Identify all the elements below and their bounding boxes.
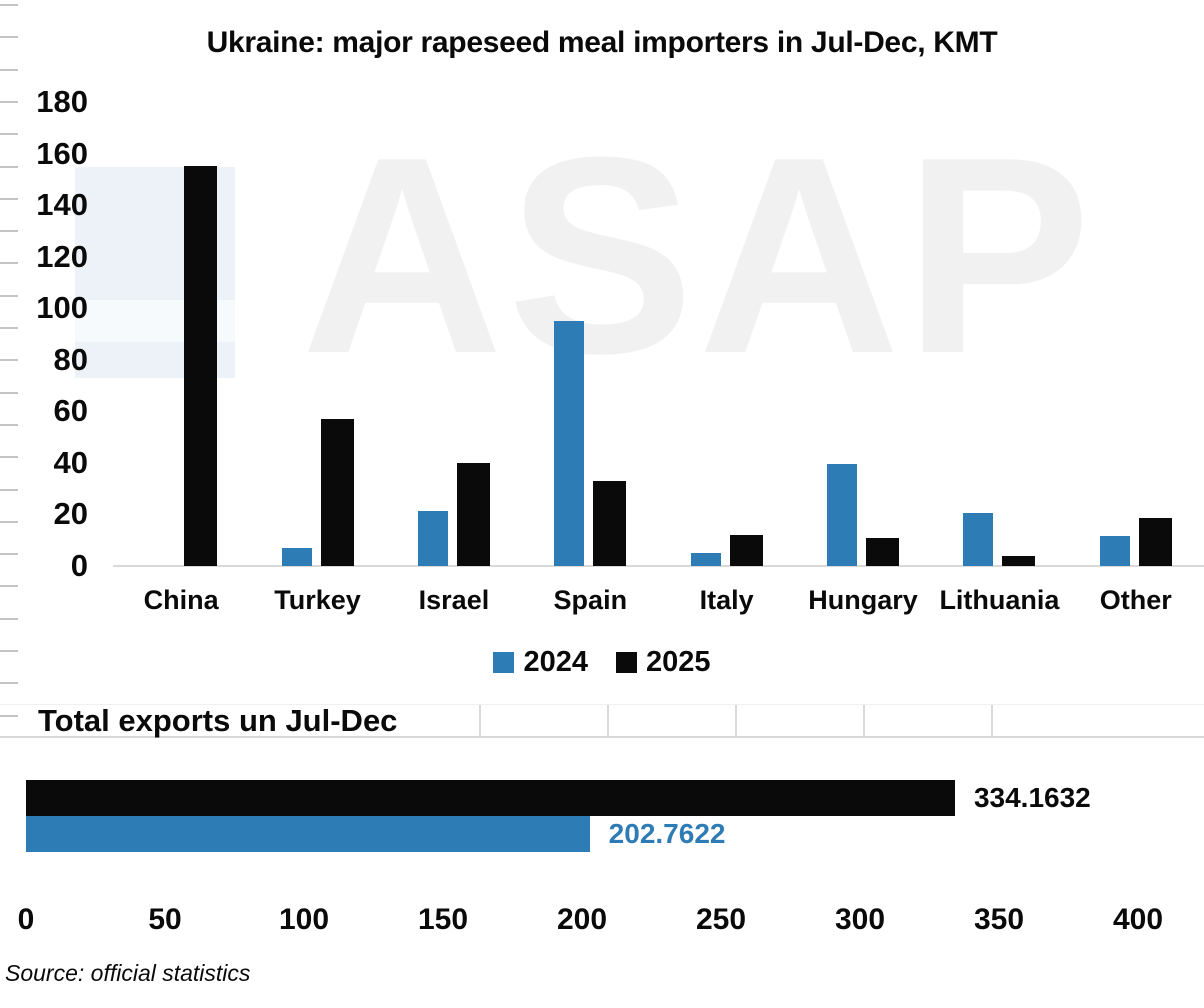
total-bar-2025: [26, 780, 955, 816]
ruler-tick: [0, 294, 18, 297]
bar-spain-2025: [593, 480, 627, 566]
y-axis-label-160: 160: [36, 135, 88, 171]
bar-israel-2025: [456, 462, 490, 566]
ruler-tick: [0, 650, 18, 652]
separator-tick: [479, 705, 481, 737]
ruler-tick: [0, 36, 18, 39]
x-axis-label-spain: Spain: [553, 585, 628, 615]
ruler-tick: [0, 327, 18, 329]
x-axis-tick-label-200: 200: [556, 903, 608, 936]
legend-label-2024: 2024: [523, 645, 588, 678]
ruler-tick: [0, 456, 18, 459]
x-axis-tick-label-0: 0: [17, 903, 35, 936]
y-axis-label-60: 60: [53, 393, 88, 429]
x-axis-tick-label-50: 50: [148, 903, 182, 936]
ruler-tick: [0, 68, 18, 71]
ruler-tick: [0, 714, 18, 717]
x-axis-label-china: China: [143, 585, 219, 615]
bar-italy-2025: [729, 535, 763, 566]
x-axis-label-other: Other: [1099, 585, 1172, 615]
ruler-tick: [0, 488, 18, 491]
total-exports-title: Total exports un Jul-Dec: [38, 703, 398, 738]
ruler-tick: [0, 165, 18, 168]
separator-tick: [735, 705, 737, 737]
ruler-tick: [0, 230, 18, 233]
legend-swatch-2024: [493, 651, 515, 673]
legend-swatch-2025: [616, 651, 637, 673]
x-axis-label-hungary: Hungary: [808, 585, 918, 615]
bar-other-2025: [1138, 518, 1172, 566]
ruler-tick: [0, 617, 18, 620]
legend: 2024 2025: [302, 644, 902, 680]
x-axis-tick-label-350: 350: [973, 903, 1025, 936]
y-axis-label-80: 80: [53, 341, 88, 377]
y-axis-label-20: 20: [53, 496, 88, 532]
ruler-tick: [0, 262, 18, 265]
ruler-tick: [0, 423, 18, 426]
x-axis-label-turkey: Turkey: [274, 585, 361, 615]
ruler-tick: [0, 197, 18, 200]
bar-lithuania-2024: [963, 513, 994, 566]
ruler-tick: [0, 520, 18, 523]
bar-hungary-2024: [827, 464, 858, 566]
total-value-2025: 334.1632: [973, 782, 1091, 813]
ruler-tick: [0, 391, 18, 394]
source-note: Source: official statistics: [5, 960, 251, 986]
ruler-tick: [0, 682, 18, 685]
separator-tick: [991, 705, 993, 737]
y-axis-label-100: 100: [36, 290, 88, 326]
x-axis-line: [113, 565, 1204, 567]
y-axis-label-40: 40: [53, 444, 88, 480]
ruler-tick: [0, 133, 18, 136]
y-axis-label-180: 180: [36, 84, 88, 119]
y-axis-label-0: 0: [70, 548, 88, 583]
separator-tick: [863, 705, 865, 737]
total-bar-2024: [26, 816, 590, 852]
x-axis-tick-label-300: 300: [834, 903, 886, 936]
bar-italy-2024: [690, 553, 721, 566]
y-axis-label-140: 140: [36, 187, 88, 223]
bar-lithuania-2025: [1002, 555, 1036, 566]
bar-turkey-2024: [281, 547, 312, 566]
ruler-tick: [0, 4, 18, 6]
separator-tick: [607, 705, 609, 737]
bar-turkey-2025: [320, 419, 354, 566]
watermark-text: ASAP: [301, 100, 1095, 412]
x-axis-tick-label-250: 250: [695, 903, 747, 936]
ruler-tick: [0, 100, 18, 103]
legend-item-2025: 2025: [616, 646, 711, 679]
separator-line-faint: [0, 704, 1204, 705]
bar-israel-2024: [417, 510, 448, 566]
y-axis-label-120: 120: [36, 238, 88, 274]
legend-item-2024: 2024: [493, 646, 588, 679]
separator-line: [0, 736, 1204, 738]
x-axis-tick-label-150: 150: [417, 903, 469, 936]
x-axis-tick-label-400: 400: [1112, 903, 1164, 936]
x-axis-label-lithuania: Lithuania: [939, 585, 1060, 615]
ruler-tick: [0, 359, 18, 362]
bar-spain-2024: [554, 321, 585, 566]
x-axis-label-italy: Italy: [699, 585, 754, 615]
ruler-tick: [0, 553, 18, 556]
chart-title: Ukraine: major rapeseed meal importers i…: [206, 26, 998, 59]
legend-label-2025: 2025: [646, 645, 711, 678]
ruler-tick: [0, 585, 18, 588]
x-axis-tick-label-100: 100: [278, 903, 330, 936]
total-value-2024: 202.7622: [608, 818, 726, 849]
bar-other-2024: [1099, 536, 1130, 566]
x-axis-label-israel: Israel: [418, 585, 490, 615]
bar-hungary-2025: [866, 537, 900, 566]
bar-china-2025: [184, 166, 218, 566]
